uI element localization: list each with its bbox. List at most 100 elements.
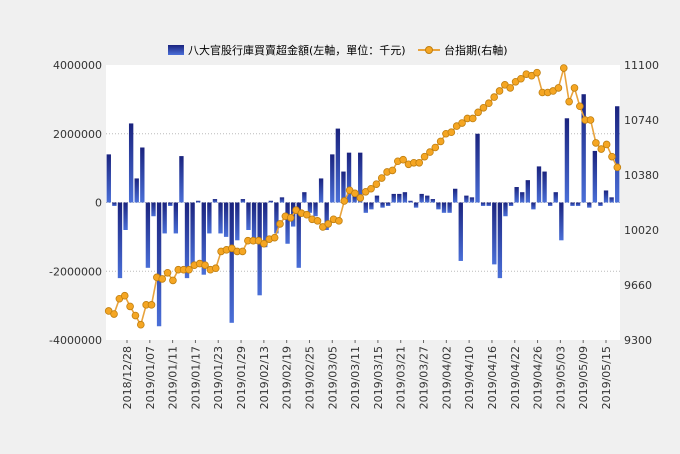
right-tick-label: 11100 bbox=[624, 59, 659, 72]
bar bbox=[240, 199, 246, 203]
left-tick-label: 2000000 bbox=[53, 128, 102, 141]
right-tick-label: 10740 bbox=[624, 114, 659, 127]
bar bbox=[156, 202, 162, 327]
bar bbox=[413, 202, 419, 208]
bar bbox=[218, 202, 223, 234]
line-point bbox=[356, 194, 365, 202]
bar bbox=[285, 202, 290, 244]
line-point bbox=[126, 302, 134, 311]
bar bbox=[402, 192, 408, 203]
bar bbox=[369, 202, 374, 210]
bar bbox=[559, 202, 564, 241]
line-point bbox=[431, 143, 440, 152]
line-point bbox=[158, 275, 167, 283]
bar bbox=[592, 150, 598, 203]
x-tick-label: 2019/05/15 bbox=[600, 346, 613, 409]
line-point bbox=[131, 311, 140, 320]
bar bbox=[508, 202, 514, 206]
bar bbox=[458, 202, 463, 261]
bar bbox=[268, 200, 273, 203]
line-point bbox=[613, 163, 622, 172]
bar bbox=[464, 195, 469, 203]
bar bbox=[117, 202, 123, 279]
bar bbox=[246, 202, 251, 230]
line-point bbox=[185, 265, 193, 274]
x-tick-label: 2019/04/16 bbox=[486, 346, 499, 409]
bar bbox=[140, 147, 145, 203]
line-point bbox=[163, 268, 172, 277]
line-point bbox=[335, 217, 343, 225]
x-tick-label: 2019/01/23 bbox=[212, 346, 225, 409]
bar bbox=[514, 187, 519, 203]
bar bbox=[503, 202, 508, 217]
bar bbox=[184, 202, 190, 279]
bar bbox=[575, 202, 581, 206]
line-point bbox=[426, 148, 434, 156]
line-point bbox=[559, 64, 568, 72]
left-tick-label: -4000000 bbox=[49, 334, 102, 347]
bar bbox=[374, 195, 380, 203]
legend: 八大官股行庫買賣超金額(左軸，單位：千元) 台指期(右軸) bbox=[168, 43, 508, 57]
line-point bbox=[110, 310, 118, 318]
bar bbox=[380, 202, 385, 208]
bar bbox=[430, 199, 436, 203]
bar bbox=[134, 178, 139, 203]
bar bbox=[497, 202, 503, 279]
line-point bbox=[286, 213, 295, 222]
bar bbox=[235, 202, 240, 241]
bar bbox=[257, 202, 262, 296]
bar bbox=[363, 202, 368, 213]
bars bbox=[106, 94, 620, 327]
bar bbox=[553, 192, 558, 203]
bar bbox=[397, 193, 402, 203]
line-point bbox=[377, 174, 386, 182]
line-point bbox=[436, 137, 445, 146]
bar bbox=[201, 202, 206, 275]
bar bbox=[547, 202, 553, 206]
bar bbox=[358, 152, 363, 203]
right-tick-label: 9300 bbox=[624, 334, 652, 347]
bar bbox=[223, 202, 229, 237]
line-point bbox=[211, 264, 220, 272]
bar bbox=[587, 202, 592, 208]
x-tick-label: 2019/04/10 bbox=[463, 346, 476, 409]
bar bbox=[564, 118, 570, 203]
right-axis-ticks: 11100 10740 10380 10020 9660 9300 bbox=[624, 59, 659, 347]
line-point bbox=[602, 140, 611, 149]
bar bbox=[436, 202, 441, 210]
bar bbox=[207, 202, 212, 234]
bar bbox=[324, 202, 329, 230]
line-point bbox=[576, 102, 584, 111]
left-tick-label: -2000000 bbox=[49, 265, 102, 278]
x-tick-label: 2018/12/28 bbox=[121, 346, 134, 409]
bar bbox=[341, 171, 346, 203]
line-point bbox=[324, 220, 332, 228]
line-point bbox=[474, 108, 482, 117]
right-tick-label: 10380 bbox=[624, 169, 659, 182]
bar bbox=[419, 193, 424, 203]
line-point bbox=[120, 291, 129, 300]
x-tick-label: 2019/04/22 bbox=[509, 346, 522, 409]
line-point bbox=[367, 184, 375, 193]
bar bbox=[179, 156, 184, 203]
line-series bbox=[104, 64, 622, 329]
bar bbox=[251, 202, 257, 244]
bar bbox=[525, 180, 530, 203]
line-point bbox=[592, 139, 600, 147]
bar bbox=[598, 202, 603, 206]
line-point bbox=[351, 189, 359, 198]
left-tick-label: 4000000 bbox=[53, 59, 102, 72]
line-point bbox=[372, 180, 381, 188]
line-point bbox=[554, 84, 563, 92]
line-point bbox=[276, 220, 284, 228]
line-point bbox=[447, 128, 456, 137]
bar bbox=[447, 202, 452, 213]
line-point bbox=[415, 158, 424, 167]
legend-line-marker bbox=[425, 46, 433, 54]
line-point bbox=[570, 84, 579, 92]
bar bbox=[151, 202, 156, 217]
bar bbox=[307, 202, 313, 213]
legend-line-label: 台指期(右軸) bbox=[444, 43, 508, 57]
legend-bar-label: 八大官股行庫買賣超金額(左軸，單位：千元) bbox=[188, 43, 406, 57]
bar bbox=[425, 195, 430, 203]
